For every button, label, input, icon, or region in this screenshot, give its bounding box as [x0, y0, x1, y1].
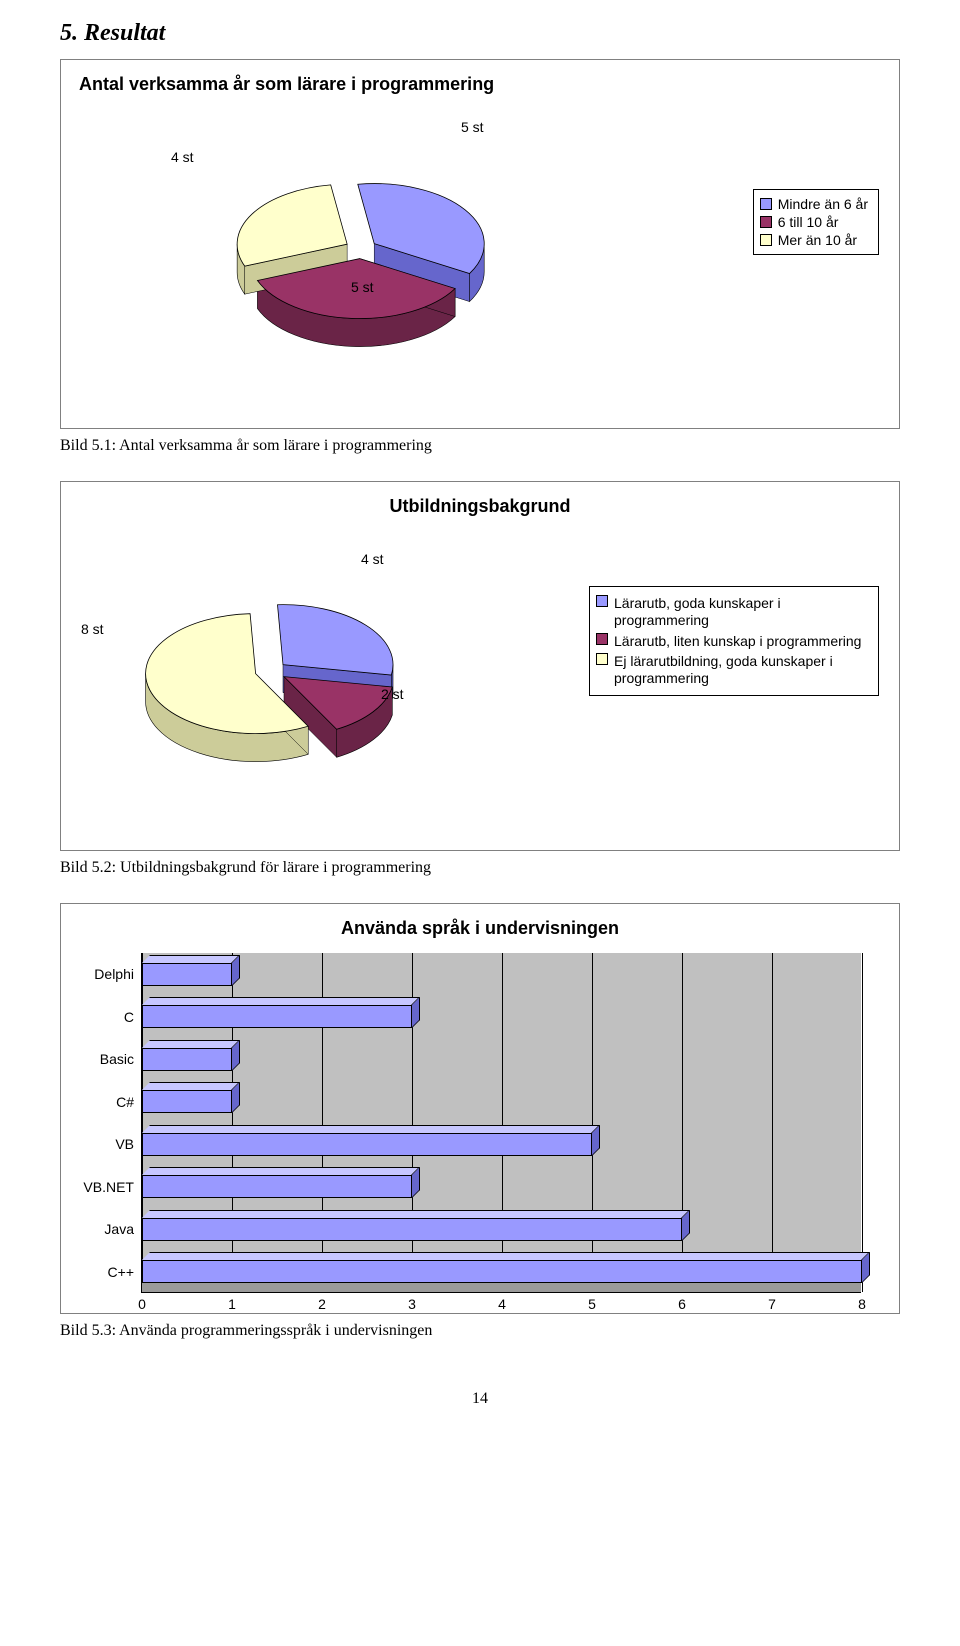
chart1-plot: 5 st 5 st 4 st Mindre än 6 år 6 till 10 å…	[61, 99, 899, 399]
bar-front-face	[142, 1048, 232, 1071]
bar-front-face	[142, 1175, 412, 1198]
x-tick-label: 8	[858, 1292, 866, 1312]
x-tick-label: 0	[138, 1292, 146, 1312]
bar: VB.NET	[142, 1175, 412, 1198]
chart2-caption: Bild 5.2: Utbildningsbakgrund för lärare…	[60, 859, 900, 877]
chart2-box: Utbildningsbakgrund 4 st 2 st 8 st Lärar…	[60, 481, 900, 851]
page-number: 14	[60, 1390, 900, 1408]
chart3-plot-area: 0 1 2 3 4 5 6 7 8 Delphi C Basic C# VB VB.NET Java C++	[61, 943, 899, 1313]
chart3-title: Använda språk i undervisningen	[61, 904, 899, 943]
bar-top-face	[142, 1125, 600, 1133]
legend-label: Mer än 10 år	[778, 232, 857, 248]
y-tick-label: C++	[108, 1264, 142, 1280]
bar: Basic	[142, 1048, 232, 1071]
legend-label: 6 till 10 år	[778, 214, 839, 230]
chart2-plot: 4 st 2 st 8 st Lärarutb, goda kunskaper …	[61, 521, 899, 821]
bar-front-face	[142, 1260, 862, 1283]
y-tick-label: VB	[115, 1136, 142, 1152]
bar: C#	[142, 1090, 232, 1113]
legend-row: Ej lärarutbildning, goda kunskaper i pro…	[596, 653, 868, 687]
chart3-plot: 012345678DelphiCBasicC#VBVB.NETJavaC++	[141, 953, 861, 1293]
chart2-label-2: 8 st	[81, 621, 104, 637]
chart2-title: Utbildningsbakgrund	[61, 482, 899, 521]
legend-row: Lärarutb, goda kunskaper i programmering	[596, 595, 868, 629]
chart2-pie	[91, 561, 451, 801]
x-tick-label: 4	[498, 1292, 506, 1312]
bar-top-face	[142, 1252, 870, 1260]
gridline	[772, 953, 773, 1292]
bar-front-face	[142, 1090, 232, 1113]
bar-top-face	[142, 1210, 690, 1218]
gridline	[862, 953, 863, 1292]
legend-label: Lärarutb, liten kunskap i programmering	[614, 633, 861, 650]
bar-top-face	[142, 1167, 420, 1175]
legend-row: Mer än 10 år	[760, 232, 868, 248]
bar-front-face	[142, 963, 232, 986]
legend-swatch	[760, 216, 772, 228]
x-tick-label: 5	[588, 1292, 596, 1312]
chart1-caption: Bild 5.1: Antal verksamma år som lärare …	[60, 437, 900, 455]
chart3-caption: Bild 5.3: Använda programmeringsspråk i …	[60, 1322, 900, 1340]
legend-row: Lärarutb, liten kunskap i programmering	[596, 633, 868, 650]
bar: C	[142, 1005, 412, 1028]
section-heading: 5. Resultat	[60, 20, 900, 47]
gridline	[502, 953, 503, 1292]
x-tick-label: 7	[768, 1292, 776, 1312]
bar-front-face	[142, 1218, 682, 1241]
x-tick-label: 6	[678, 1292, 686, 1312]
bar: Java	[142, 1218, 682, 1241]
bar-top-face	[142, 1040, 240, 1048]
x-tick-label: 3	[408, 1292, 416, 1312]
legend-label: Lärarutb, goda kunskaper i programmering	[614, 595, 868, 629]
gridline	[592, 953, 593, 1292]
legend-swatch	[760, 198, 772, 210]
chart1-box: Antal verksamma år som lärare i programm…	[60, 59, 900, 429]
legend-row: 6 till 10 år	[760, 214, 868, 230]
bar: VB	[142, 1133, 592, 1156]
legend-label: Ej lärarutbildning, goda kunskaper i pro…	[614, 653, 868, 687]
legend-row: Mindre än 6 år	[760, 196, 868, 212]
bar-top-face	[142, 1082, 240, 1090]
chart1-label-2: 4 st	[171, 149, 194, 165]
x-tick-label: 2	[318, 1292, 326, 1312]
chart1-label-0: 5 st	[461, 119, 484, 135]
bar-front-face	[142, 1133, 592, 1156]
bar-top-face	[142, 955, 240, 963]
chart1-legend: Mindre än 6 år 6 till 10 år Mer än 10 år	[753, 189, 879, 255]
chart1-pie	[181, 139, 541, 379]
legend-label: Mindre än 6 år	[778, 196, 868, 212]
chart2-legend: Lärarutb, goda kunskaper i programmering…	[589, 586, 879, 696]
chart3-box: Använda språk i undervisningen 0 1 2 3 4 5 6 7 8…	[60, 903, 900, 1314]
y-tick-label: Basic	[100, 1051, 142, 1067]
bar-front-face	[142, 1005, 412, 1028]
chart1-title: Antal verksamma år som lärare i programm…	[61, 60, 899, 99]
bar: C++	[142, 1260, 862, 1283]
y-tick-label: C	[124, 1009, 142, 1025]
chart2-label-0: 4 st	[361, 551, 384, 567]
y-tick-label: VB.NET	[83, 1179, 142, 1195]
legend-swatch	[760, 234, 772, 246]
legend-swatch	[596, 595, 608, 607]
x-tick-label: 1	[228, 1292, 236, 1312]
bar-top-face	[142, 997, 420, 1005]
legend-swatch	[596, 653, 608, 665]
chart1-label-1: 5 st	[351, 279, 374, 295]
y-tick-label: Delphi	[94, 966, 142, 982]
chart2-label-1: 2 st	[381, 686, 404, 702]
y-tick-label: C#	[116, 1094, 142, 1110]
legend-swatch	[596, 633, 608, 645]
bar: Delphi	[142, 963, 232, 986]
y-tick-label: Java	[104, 1221, 142, 1237]
